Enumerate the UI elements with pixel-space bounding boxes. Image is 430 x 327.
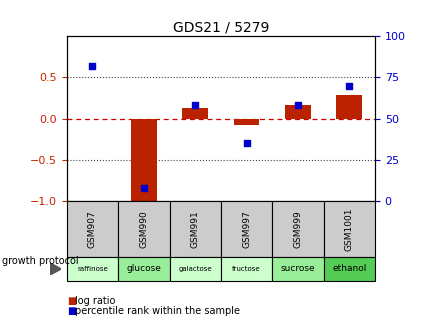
Text: log ratio: log ratio [75,297,116,306]
Point [191,103,198,108]
FancyBboxPatch shape [67,201,118,257]
Bar [233,118,259,125]
Text: GSM991: GSM991 [190,210,199,248]
FancyBboxPatch shape [169,201,221,257]
FancyBboxPatch shape [221,257,272,281]
FancyBboxPatch shape [221,201,272,257]
Title: GDS21 / 5279: GDS21 / 5279 [172,21,268,35]
Bar [284,105,310,118]
Text: sucrose: sucrose [280,265,314,273]
FancyBboxPatch shape [169,257,221,281]
FancyBboxPatch shape [323,257,374,281]
Text: GSM999: GSM999 [293,210,302,248]
FancyBboxPatch shape [272,257,323,281]
Text: fructose: fructose [232,266,260,272]
Text: percentile rank within the sample: percentile rank within the sample [75,306,240,316]
Point [243,141,249,146]
Text: raffinose: raffinose [77,266,108,272]
Point [89,63,96,68]
FancyBboxPatch shape [323,201,374,257]
Text: growth protocol: growth protocol [2,256,79,266]
Point [140,185,147,191]
Text: GSM997: GSM997 [242,210,251,248]
Text: GSM907: GSM907 [88,210,97,248]
Text: galactose: galactose [178,266,212,272]
FancyBboxPatch shape [118,201,169,257]
Polygon shape [50,263,61,275]
Bar [131,118,157,203]
Text: GSM1001: GSM1001 [344,207,353,251]
Text: glucose: glucose [126,265,161,273]
Text: ethanol: ethanol [332,265,366,273]
Text: GSM990: GSM990 [139,210,148,248]
FancyBboxPatch shape [272,201,323,257]
Text: ■: ■ [67,306,76,316]
FancyBboxPatch shape [67,257,118,281]
Point [294,103,301,108]
Bar [336,95,361,118]
Text: ■: ■ [67,297,76,306]
Bar [182,108,208,118]
FancyBboxPatch shape [118,257,169,281]
Point [345,83,352,88]
